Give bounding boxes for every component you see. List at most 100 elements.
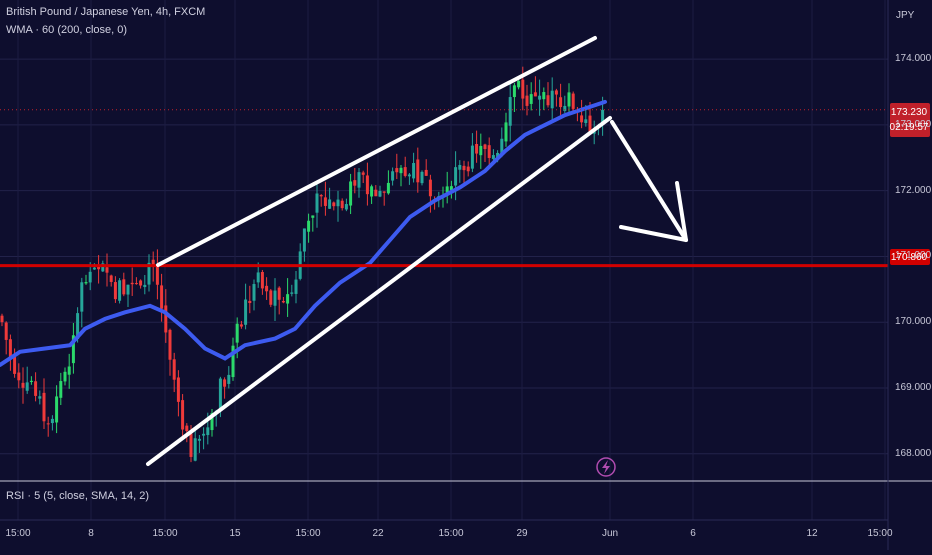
candle-body [126, 284, 130, 295]
candle-body [504, 122, 508, 142]
candle-body [554, 90, 558, 95]
candle-body [38, 396, 42, 399]
candle-body [550, 90, 554, 109]
candle-body [13, 356, 17, 374]
price-tick-label: 170.000 [895, 316, 932, 328]
candle-body [449, 186, 453, 191]
candle-body [294, 279, 298, 294]
candle-body [63, 371, 67, 382]
price-tick-label: 169.000 [895, 381, 932, 393]
candle-body [101, 263, 105, 272]
candle-body [239, 324, 243, 327]
level-price-tag: 170.860 [890, 252, 928, 263]
candle-body [244, 299, 248, 325]
wma-indicator-label[interactable]: WMA · 60 (200, close, 0) [6, 24, 128, 36]
candle-body [559, 97, 563, 108]
candle-body [4, 322, 8, 340]
candle-body [491, 155, 495, 159]
candle-body [512, 85, 516, 98]
lightning-icon[interactable] [596, 457, 616, 477]
candle-body [130, 282, 134, 285]
candle-body [290, 292, 294, 294]
candle-body [151, 259, 155, 267]
candle-body [500, 138, 504, 155]
candle-body [113, 282, 117, 300]
candle-body [105, 267, 109, 273]
candle-body [231, 345, 235, 378]
time-tick-label: 15:00 [867, 528, 893, 539]
candle-body [256, 272, 260, 283]
candle-body [97, 265, 101, 270]
candle-body [336, 199, 340, 207]
price-tick-label: 168.000 [895, 447, 932, 459]
candle-body [172, 359, 176, 380]
candle-body [193, 438, 197, 461]
candle-body [71, 335, 75, 364]
time-tick-label: 15 [229, 528, 241, 539]
grid-lines [0, 0, 888, 520]
candle-body [59, 381, 63, 398]
time-tick-label: 15:00 [5, 528, 31, 539]
candle-body [17, 372, 21, 381]
candle-body [164, 305, 168, 333]
candle-body [21, 382, 25, 388]
candle-body [563, 105, 567, 111]
candle-body [260, 271, 264, 289]
candle-body [395, 168, 399, 173]
candle-body [407, 174, 411, 177]
candle-body [420, 171, 424, 184]
candle-body [143, 284, 147, 288]
candle-body [281, 301, 285, 303]
wma-line [0, 99, 607, 367]
price-tick-label: 172.000 [895, 184, 932, 196]
symbol-title: British Pound / Japanese Yen, 4h, FXCM [6, 6, 206, 18]
last-price-tag: 173.230 [890, 107, 928, 118]
candle-body [185, 425, 189, 432]
candle-body [235, 323, 239, 343]
candle-body [252, 284, 256, 301]
time-tick-label: 12 [806, 528, 818, 539]
candle-body [189, 433, 193, 457]
candle-body [357, 172, 361, 188]
candle-body [475, 143, 479, 154]
candle-body [344, 204, 348, 210]
candle-body [118, 280, 122, 301]
time-tick-label: 15:00 [295, 528, 321, 539]
candle-body [88, 271, 92, 283]
candle-body [584, 119, 588, 124]
candle-body [55, 396, 59, 423]
candle-body [46, 423, 50, 425]
candle-body [202, 433, 206, 436]
candle-body [109, 275, 113, 282]
candle-body [487, 145, 491, 158]
time-tick-label: 29 [516, 528, 528, 539]
candle-body [533, 92, 537, 97]
candle-body [416, 159, 420, 183]
candle-body [580, 115, 584, 123]
forecast-arrow [610, 120, 688, 242]
candle-body [525, 95, 529, 106]
candle-body [399, 167, 403, 174]
candle-body [122, 279, 126, 295]
rsi-indicator-label[interactable]: RSI · 5 (5, close, SMA, 14, 2) [6, 490, 150, 502]
candle-body [340, 200, 344, 209]
candle-body [315, 193, 319, 213]
candle-body [147, 262, 151, 285]
candle-body [0, 315, 4, 323]
candle-body [84, 282, 88, 284]
candle-body [462, 165, 466, 171]
candle-body [466, 166, 470, 172]
candle-body [134, 283, 138, 285]
candle-body [508, 97, 512, 126]
candle-body [181, 400, 185, 430]
candle-body [538, 95, 542, 100]
time-tick-label: 22 [372, 528, 384, 539]
channel-upper-line [156, 36, 597, 267]
time-tick-label: 15:00 [438, 528, 464, 539]
candle-body [521, 79, 525, 99]
candle-body [50, 418, 54, 424]
candle-body [25, 382, 29, 391]
